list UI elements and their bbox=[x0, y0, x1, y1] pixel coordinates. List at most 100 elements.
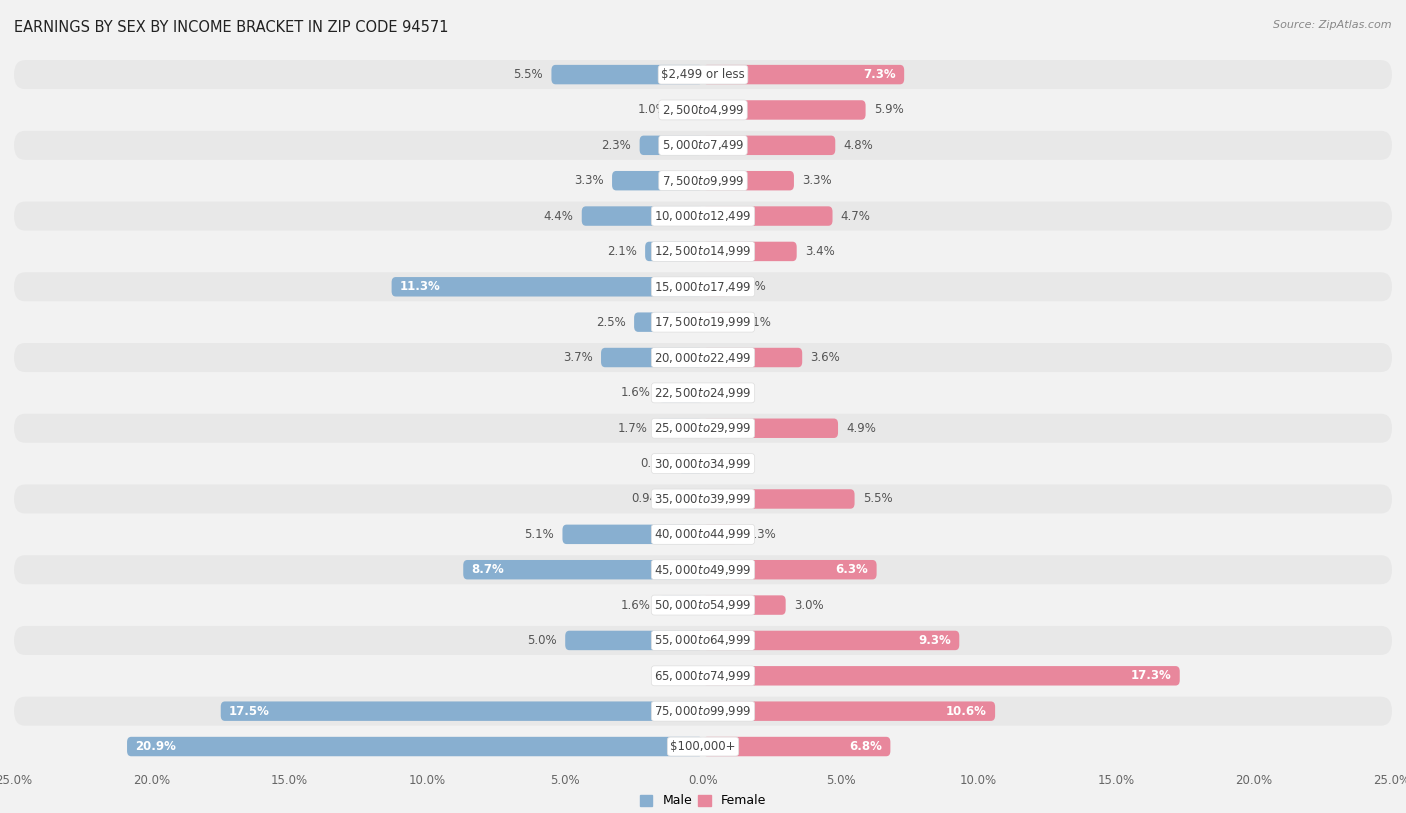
FancyBboxPatch shape bbox=[703, 737, 890, 756]
FancyBboxPatch shape bbox=[14, 131, 1392, 160]
Text: $45,000 to $49,999: $45,000 to $49,999 bbox=[654, 563, 752, 576]
FancyBboxPatch shape bbox=[703, 560, 876, 580]
Text: 1.1%: 1.1% bbox=[741, 315, 772, 328]
Text: $20,000 to $22,499: $20,000 to $22,499 bbox=[654, 350, 752, 364]
Text: 3.6%: 3.6% bbox=[810, 351, 841, 364]
Text: 2.5%: 2.5% bbox=[596, 315, 626, 328]
Text: 2.1%: 2.1% bbox=[607, 245, 637, 258]
Text: $12,500 to $14,999: $12,500 to $14,999 bbox=[654, 245, 752, 259]
Text: 5.1%: 5.1% bbox=[524, 528, 554, 541]
Text: 6.3%: 6.3% bbox=[835, 563, 869, 576]
Text: $5,000 to $7,499: $5,000 to $7,499 bbox=[662, 138, 744, 152]
Text: 5.0%: 5.0% bbox=[527, 634, 557, 647]
FancyBboxPatch shape bbox=[703, 666, 1180, 685]
Text: $22,500 to $24,999: $22,500 to $24,999 bbox=[654, 386, 752, 400]
FancyBboxPatch shape bbox=[14, 166, 1392, 195]
Text: 4.8%: 4.8% bbox=[844, 139, 873, 152]
Text: 0.9%: 0.9% bbox=[737, 280, 766, 293]
FancyBboxPatch shape bbox=[582, 207, 703, 226]
FancyBboxPatch shape bbox=[14, 449, 1392, 478]
FancyBboxPatch shape bbox=[14, 732, 1392, 761]
FancyBboxPatch shape bbox=[14, 520, 1392, 549]
Text: 3.0%: 3.0% bbox=[794, 598, 824, 611]
FancyBboxPatch shape bbox=[14, 414, 1392, 443]
FancyBboxPatch shape bbox=[659, 595, 703, 615]
Text: 3.3%: 3.3% bbox=[803, 174, 832, 187]
FancyBboxPatch shape bbox=[640, 136, 703, 155]
FancyBboxPatch shape bbox=[565, 631, 703, 650]
FancyBboxPatch shape bbox=[14, 60, 1392, 89]
FancyBboxPatch shape bbox=[127, 737, 703, 756]
Text: 3.4%: 3.4% bbox=[806, 245, 835, 258]
Text: 0.0%: 0.0% bbox=[665, 669, 695, 682]
Text: 5.5%: 5.5% bbox=[513, 68, 543, 81]
Text: 1.7%: 1.7% bbox=[619, 422, 648, 435]
FancyBboxPatch shape bbox=[463, 560, 703, 580]
Text: $50,000 to $54,999: $50,000 to $54,999 bbox=[654, 598, 752, 612]
FancyBboxPatch shape bbox=[14, 95, 1392, 124]
FancyBboxPatch shape bbox=[703, 419, 838, 438]
Text: 0.0%: 0.0% bbox=[711, 386, 741, 399]
FancyBboxPatch shape bbox=[659, 383, 703, 402]
Text: 1.0%: 1.0% bbox=[637, 103, 668, 116]
Text: 3.3%: 3.3% bbox=[574, 174, 603, 187]
Text: 1.6%: 1.6% bbox=[621, 386, 651, 399]
Text: $10,000 to $12,499: $10,000 to $12,499 bbox=[654, 209, 752, 223]
FancyBboxPatch shape bbox=[703, 241, 797, 261]
Text: $65,000 to $74,999: $65,000 to $74,999 bbox=[654, 669, 752, 683]
Text: $17,500 to $19,999: $17,500 to $19,999 bbox=[654, 315, 752, 329]
FancyBboxPatch shape bbox=[562, 524, 703, 544]
FancyBboxPatch shape bbox=[657, 419, 703, 438]
FancyBboxPatch shape bbox=[703, 702, 995, 721]
Text: $2,499 or less: $2,499 or less bbox=[661, 68, 745, 81]
FancyBboxPatch shape bbox=[703, 100, 866, 120]
FancyBboxPatch shape bbox=[600, 348, 703, 367]
FancyBboxPatch shape bbox=[703, 65, 904, 85]
FancyBboxPatch shape bbox=[14, 626, 1392, 655]
Text: 1.6%: 1.6% bbox=[621, 598, 651, 611]
Text: 3.7%: 3.7% bbox=[562, 351, 593, 364]
Text: 0.9%: 0.9% bbox=[640, 457, 669, 470]
FancyBboxPatch shape bbox=[703, 136, 835, 155]
FancyBboxPatch shape bbox=[634, 312, 703, 332]
Text: Source: ZipAtlas.com: Source: ZipAtlas.com bbox=[1274, 20, 1392, 30]
Text: $40,000 to $44,999: $40,000 to $44,999 bbox=[654, 528, 752, 541]
Text: 1.3%: 1.3% bbox=[747, 528, 778, 541]
Text: EARNINGS BY SEX BY INCOME BRACKET IN ZIP CODE 94571: EARNINGS BY SEX BY INCOME BRACKET IN ZIP… bbox=[14, 20, 449, 35]
FancyBboxPatch shape bbox=[14, 343, 1392, 372]
Text: 5.9%: 5.9% bbox=[875, 103, 904, 116]
FancyBboxPatch shape bbox=[703, 312, 734, 332]
FancyBboxPatch shape bbox=[14, 237, 1392, 266]
FancyBboxPatch shape bbox=[14, 697, 1392, 726]
FancyBboxPatch shape bbox=[14, 590, 1392, 620]
Text: 0.94%: 0.94% bbox=[631, 493, 669, 506]
Text: $7,500 to $9,999: $7,500 to $9,999 bbox=[662, 174, 744, 188]
FancyBboxPatch shape bbox=[678, 489, 703, 509]
FancyBboxPatch shape bbox=[703, 524, 738, 544]
FancyBboxPatch shape bbox=[14, 307, 1392, 337]
FancyBboxPatch shape bbox=[392, 277, 703, 297]
FancyBboxPatch shape bbox=[612, 171, 703, 190]
Text: 9.3%: 9.3% bbox=[918, 634, 950, 647]
Text: 4.4%: 4.4% bbox=[544, 210, 574, 223]
FancyBboxPatch shape bbox=[14, 202, 1392, 231]
FancyBboxPatch shape bbox=[703, 277, 728, 297]
FancyBboxPatch shape bbox=[551, 65, 703, 85]
FancyBboxPatch shape bbox=[14, 661, 1392, 690]
Text: 5.5%: 5.5% bbox=[863, 493, 893, 506]
Text: 2.3%: 2.3% bbox=[602, 139, 631, 152]
FancyBboxPatch shape bbox=[703, 171, 794, 190]
Text: $75,000 to $99,999: $75,000 to $99,999 bbox=[654, 704, 752, 718]
FancyBboxPatch shape bbox=[14, 555, 1392, 585]
Text: 4.9%: 4.9% bbox=[846, 422, 876, 435]
Text: 7.3%: 7.3% bbox=[863, 68, 896, 81]
Text: 8.7%: 8.7% bbox=[471, 563, 505, 576]
FancyBboxPatch shape bbox=[703, 489, 855, 509]
FancyBboxPatch shape bbox=[703, 595, 786, 615]
FancyBboxPatch shape bbox=[14, 378, 1392, 407]
Text: 17.3%: 17.3% bbox=[1130, 669, 1171, 682]
Text: $35,000 to $39,999: $35,000 to $39,999 bbox=[654, 492, 752, 506]
Text: 11.3%: 11.3% bbox=[399, 280, 440, 293]
Text: 6.8%: 6.8% bbox=[849, 740, 882, 753]
Text: 17.5%: 17.5% bbox=[229, 705, 270, 718]
